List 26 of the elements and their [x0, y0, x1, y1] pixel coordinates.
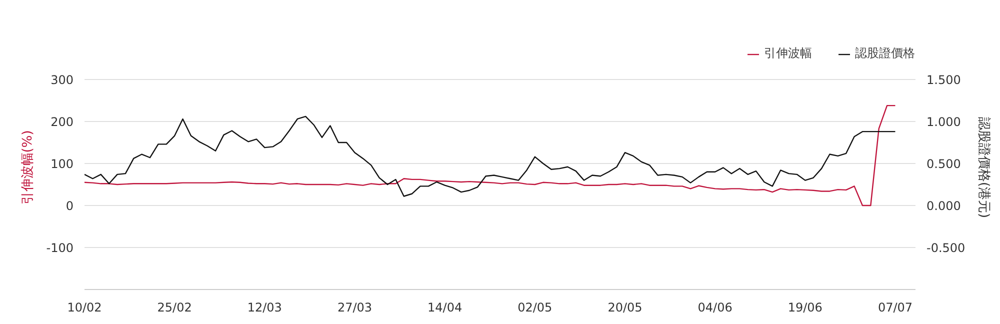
- y2-tick-label: 0.500: [926, 157, 961, 171]
- y2-axis-title: 認股證價格(港元): [976, 116, 992, 218]
- x-tick-label: 25/02: [157, 300, 192, 314]
- y2-tick-label: 1.500: [926, 73, 961, 87]
- y-tick-label: 100: [50, 157, 74, 171]
- x-tick-label: 07/07: [878, 300, 913, 314]
- legend-label: 認股證價格: [855, 45, 915, 62]
- y2-tick-label: 0.000: [926, 199, 961, 213]
- line-series: [84, 104, 896, 206]
- y2-tick-label: 1.000: [926, 115, 961, 129]
- legend-label: 引伸波幅: [764, 45, 812, 62]
- x-tick-label: 20/05: [608, 300, 642, 314]
- x-tick-label: 04/06: [698, 300, 732, 314]
- y2-tick-label: -0.500: [926, 241, 966, 255]
- y-tick-label: -100: [46, 241, 74, 255]
- x-tick-label: 12/03: [247, 300, 282, 314]
- x-tick-label: 10/02: [67, 300, 102, 314]
- y-tick-label: 0: [66, 199, 74, 213]
- y-tick-label: 300: [50, 73, 74, 87]
- x-tick-label: 19/06: [788, 300, 822, 314]
- y-axis-title: 引伸波幅(%): [20, 130, 36, 205]
- line-series: [84, 116, 896, 197]
- x-tick-label: 02/05: [518, 300, 552, 314]
- x-tick-label: 14/04: [428, 300, 462, 314]
- y-tick-label: 200: [50, 115, 74, 129]
- x-tick-label: 27/03: [337, 300, 372, 314]
